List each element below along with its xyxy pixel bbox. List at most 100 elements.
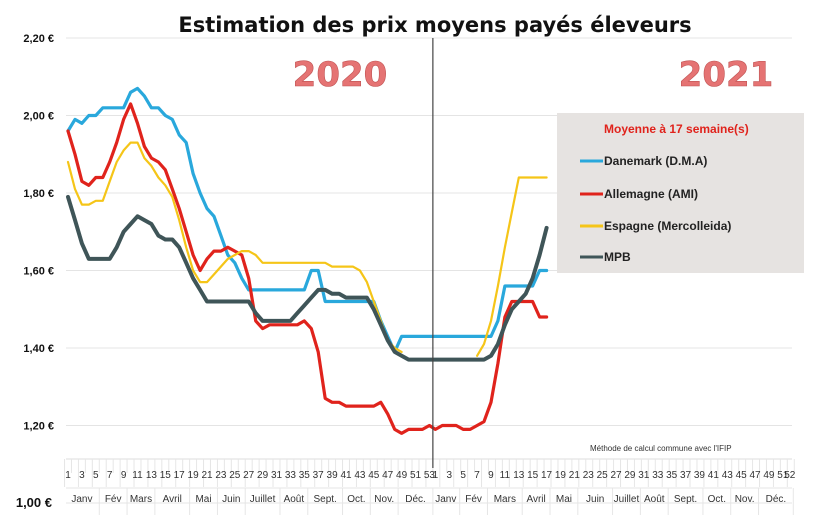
x-tick-label: 51 — [410, 470, 422, 481]
legend-label-mpb: MPB — [604, 250, 631, 264]
year-label-2021: 2021 — [679, 55, 774, 95]
month-label: Oct. — [347, 494, 365, 505]
legend-item-allemagne[interactable]: Allemagne (AMI) — [580, 187, 698, 201]
y-tick-label: 1,40 € — [23, 343, 54, 355]
x-tick-label: 33 — [285, 470, 297, 481]
month-label: Août — [284, 494, 305, 505]
x-tick-label: 3 — [446, 470, 452, 481]
x-tick-label: 5 — [460, 470, 466, 481]
y-tick-label: 2,20 € — [23, 33, 54, 45]
year-label-2020: 2020 — [293, 55, 388, 95]
x-tick-label: 27 — [610, 470, 622, 481]
month-label: Avril — [526, 494, 545, 505]
x-tick-label: 39 — [694, 470, 706, 481]
x-tick-label: 31 — [638, 470, 650, 481]
x-tick-label: 3 — [79, 470, 85, 481]
month-label: Déc. — [766, 494, 787, 505]
x-tick-label: 37 — [313, 470, 325, 481]
month-label: Mars — [130, 494, 152, 505]
x-tick-label: 29 — [624, 470, 636, 481]
month-label: Sept. — [313, 494, 336, 505]
month-label: Janv — [435, 494, 456, 505]
x-tick-label: 47 — [382, 470, 394, 481]
x-tick-label: 31 — [271, 470, 283, 481]
x-tick-label: 7 — [107, 470, 113, 481]
x-tick-label: 35 — [666, 470, 678, 481]
x-tick-label: 43 — [722, 470, 734, 481]
legend-item-danemark[interactable]: Danemark (D.M.A) — [580, 154, 707, 168]
x-tick-label: 39 — [327, 470, 339, 481]
month-label: Nov. — [735, 494, 755, 505]
legend-item-espagne[interactable]: Espagne (Mercolleida) — [580, 219, 731, 233]
legend-title: Moyenne à 17 semaine(s) — [604, 122, 749, 136]
x-tick-label: 5 — [93, 470, 99, 481]
legend-label-allemagne: Allemagne (AMI) — [604, 187, 698, 201]
x-tick-label: 53 — [424, 470, 436, 481]
x-tick-label: 43 — [354, 470, 366, 481]
x-tick-label: 45 — [368, 470, 380, 481]
month-label: Sept. — [674, 494, 697, 505]
month-label: Août — [644, 494, 665, 505]
x-tick-label: 17 — [174, 470, 186, 481]
x-tick-label: 17 — [541, 470, 553, 481]
x-tick-label: 29 — [257, 470, 269, 481]
x-tick-label: 25 — [229, 470, 241, 481]
x-tick-label: 37 — [680, 470, 692, 481]
y-tick-label: 1,80 € — [23, 188, 54, 200]
x-tick-label: 15 — [160, 470, 172, 481]
month-label: Fév — [465, 494, 482, 505]
x-tick-label: 11 — [132, 470, 143, 481]
x-tick-label: 23 — [583, 470, 595, 481]
month-label: Juillet — [250, 494, 276, 505]
x-tick-label: 15 — [527, 470, 539, 481]
y-tick-label: 1,00 € — [16, 495, 52, 510]
month-label: Mai — [195, 494, 211, 505]
month-label: Mars — [494, 494, 516, 505]
series-mpb — [66, 194, 549, 362]
x-tick-label: 45 — [736, 470, 748, 481]
x-tick-label: 9 — [488, 470, 494, 481]
x-tick-label: 13 — [513, 470, 525, 481]
y-tick-label: 2,00 € — [23, 111, 54, 123]
legend-item-mpb[interactable]: MPB — [580, 250, 631, 264]
x-tick-label: 25 — [597, 470, 609, 481]
month-label: Fév — [105, 494, 122, 505]
x-tick-label: 33 — [652, 470, 664, 481]
x-tick-label: 7 — [474, 470, 480, 481]
series-lines — [66, 86, 549, 435]
x-tick-label: 1 — [65, 470, 71, 481]
legend-label-espagne: Espagne (Mercolleida) — [604, 219, 731, 233]
x-tick-label: 47 — [749, 470, 761, 481]
legend: Moyenne à 17 semaine(s) Danemark (D.M.A)… — [580, 122, 749, 264]
legend-label-danemark: Danemark (D.M.A) — [604, 154, 707, 168]
x-tick-label: 23 — [215, 470, 227, 481]
x-tick-label: 11 — [500, 470, 511, 481]
x-tick-label: 41 — [708, 470, 720, 481]
month-label: Juin — [222, 494, 240, 505]
y-tick-label: 1,60 € — [23, 266, 54, 278]
x-tick-label: 41 — [340, 470, 352, 481]
x-tick-label: 51 — [777, 470, 789, 481]
axes: 1,00 € 1,20 € 1,40 € 1,60 € 1,80 € 2,00 € 2,20… — [16, 33, 796, 510]
month-label: Juillet — [614, 494, 640, 505]
series-line — [66, 194, 549, 362]
chart-title: Estimation des prix moyens payés éleveur… — [178, 13, 691, 37]
x-tick-label: 13 — [146, 470, 158, 481]
grid — [64, 37, 795, 515]
x-tick-label: 21 — [569, 470, 581, 481]
month-label: Déc. — [405, 494, 426, 505]
series-allemagne — [66, 102, 549, 435]
month-label: Juin — [586, 494, 604, 505]
series-espagne — [66, 141, 548, 357]
y-tick-label: 1,20 € — [23, 421, 54, 433]
x-tick-label: 19 — [555, 470, 567, 481]
month-label: Mai — [556, 494, 572, 505]
x-tick-label: 27 — [243, 470, 255, 481]
method-note: Méthode de calcul commune avec l'IFIP — [590, 444, 732, 453]
x-tick-label: 1 — [433, 470, 439, 481]
month-label: Avril — [163, 494, 182, 505]
series-line — [66, 102, 549, 435]
x-tick-label: 35 — [299, 470, 311, 481]
x-tick-label: 49 — [763, 470, 775, 481]
